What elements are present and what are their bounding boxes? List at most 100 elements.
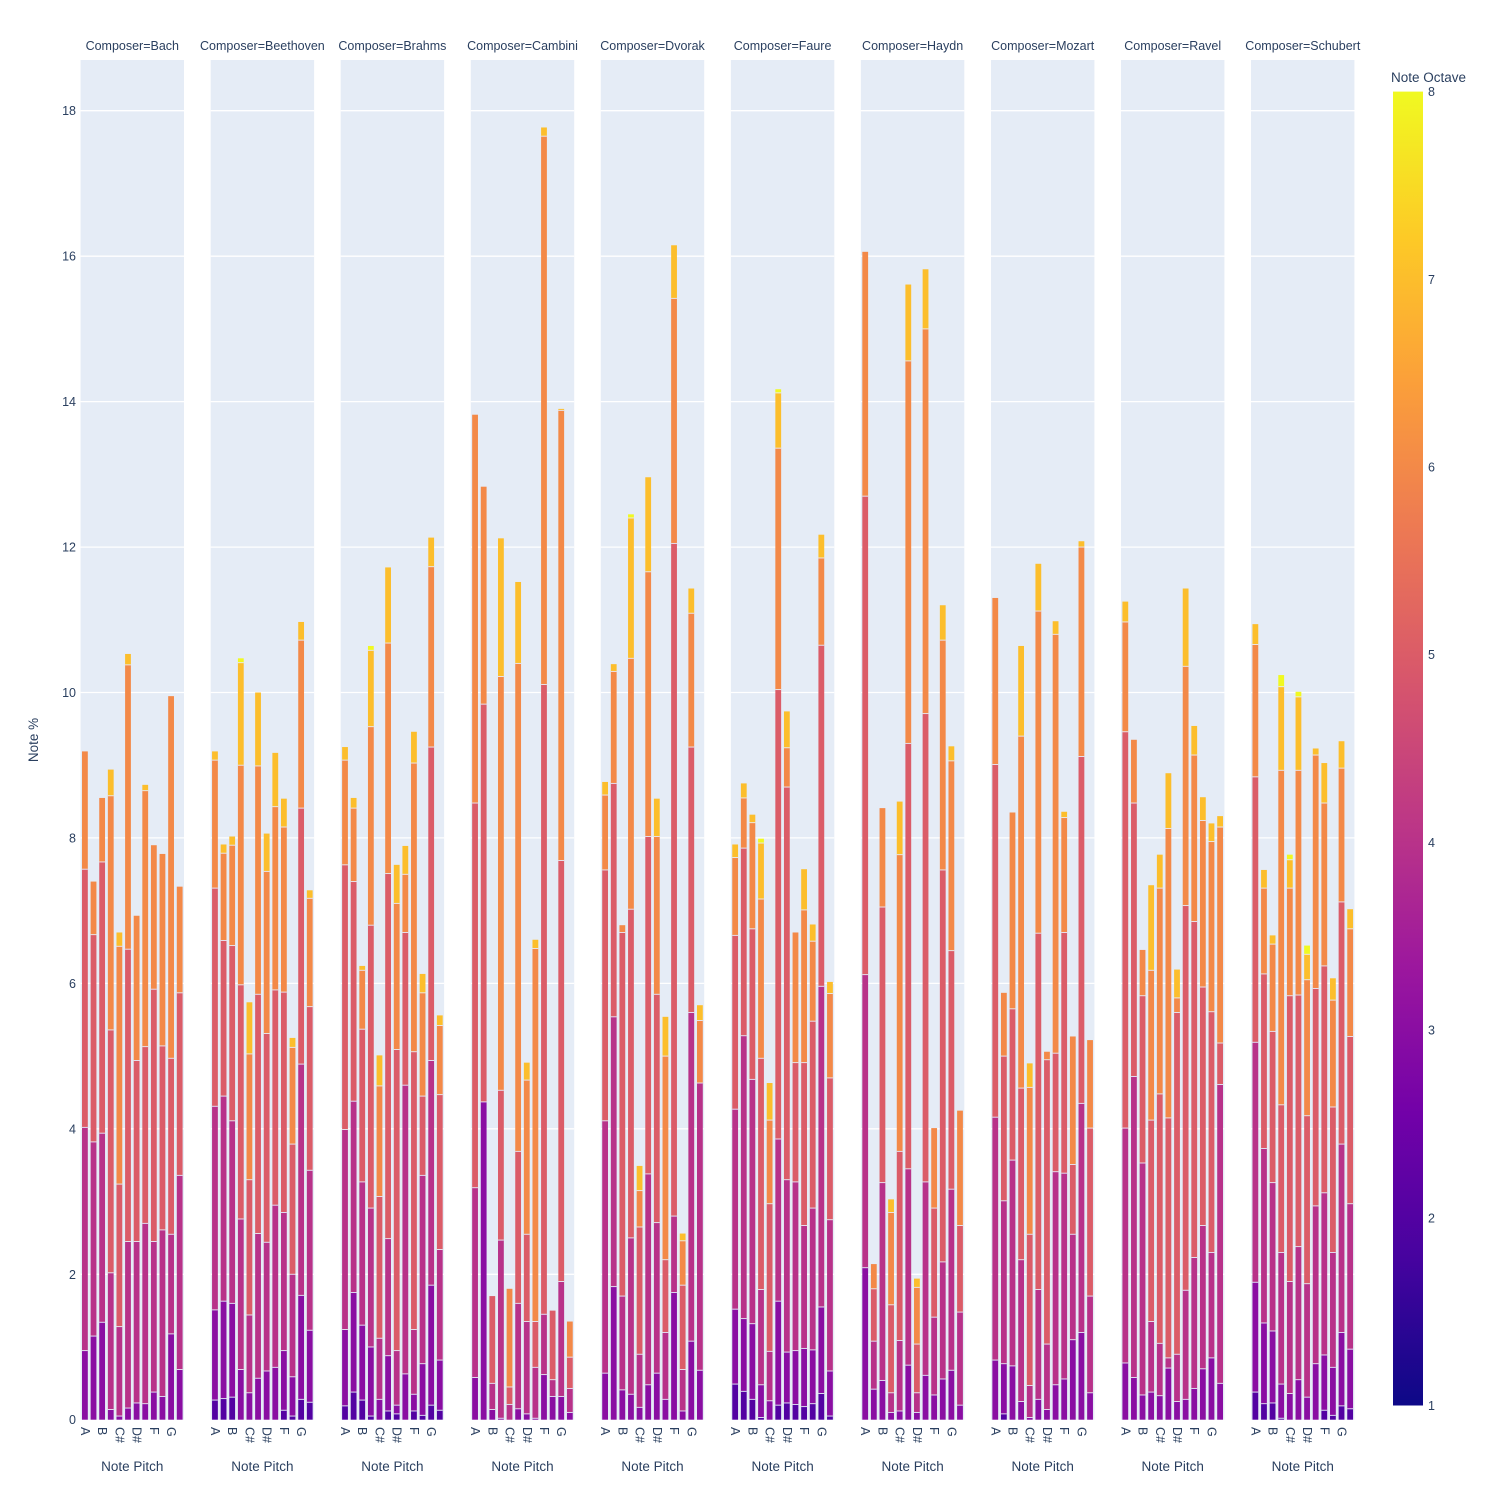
svg-text:5: 5: [1428, 648, 1435, 662]
svg-text:A: A: [1118, 1427, 1132, 1436]
svg-text:G: G: [1335, 1427, 1349, 1437]
svg-text:D#: D#: [780, 1427, 794, 1443]
svg-text:G: G: [1074, 1427, 1088, 1437]
svg-text:8: 8: [69, 831, 76, 845]
svg-text:D#: D#: [1170, 1427, 1184, 1443]
svg-text:4: 4: [69, 1122, 76, 1136]
svg-text:A: A: [78, 1427, 92, 1436]
svg-text:Composer=Haydn: Composer=Haydn: [862, 39, 963, 53]
svg-text:Composer=Beethoven: Composer=Beethoven: [200, 39, 325, 53]
svg-text:2: 2: [69, 1268, 76, 1282]
svg-text:18: 18: [62, 104, 76, 118]
svg-text:B: B: [1136, 1427, 1150, 1435]
svg-text:F: F: [537, 1427, 551, 1435]
svg-text:8: 8: [1428, 85, 1435, 99]
svg-text:F: F: [277, 1427, 291, 1435]
svg-text:14: 14: [62, 395, 76, 409]
svg-text:4: 4: [1428, 836, 1435, 850]
svg-text:Note Pitch: Note Pitch: [1142, 1459, 1204, 1474]
svg-text:A: A: [728, 1427, 742, 1436]
svg-text:3: 3: [1428, 1024, 1435, 1038]
svg-text:Composer=Brahms: Composer=Brahms: [338, 39, 446, 53]
svg-text:B: B: [225, 1427, 239, 1435]
svg-text:B: B: [875, 1427, 889, 1435]
svg-text:A: A: [208, 1427, 222, 1436]
svg-text:A: A: [468, 1427, 482, 1436]
svg-text:G: G: [164, 1427, 178, 1437]
svg-text:C#: C#: [503, 1427, 517, 1443]
svg-text:6: 6: [1428, 461, 1435, 475]
svg-text:D#: D#: [1040, 1427, 1054, 1443]
svg-text:D#: D#: [650, 1427, 664, 1443]
svg-text:F: F: [927, 1427, 941, 1435]
svg-text:F: F: [1317, 1427, 1331, 1435]
svg-text:10: 10: [62, 686, 76, 700]
svg-text:Note %: Note %: [26, 718, 41, 762]
svg-text:Composer=Cambini: Composer=Cambini: [467, 39, 578, 53]
svg-text:G: G: [814, 1427, 828, 1437]
svg-text:F: F: [407, 1427, 421, 1435]
svg-text:G: G: [1205, 1427, 1219, 1437]
svg-text:2: 2: [1428, 1211, 1435, 1225]
svg-text:7: 7: [1428, 273, 1435, 287]
svg-text:A: A: [1248, 1427, 1262, 1436]
svg-text:C#: C#: [1023, 1427, 1037, 1443]
svg-text:C#: C#: [242, 1427, 256, 1443]
svg-text:F: F: [667, 1427, 681, 1435]
svg-text:C#: C#: [763, 1427, 777, 1443]
svg-text:G: G: [944, 1427, 958, 1437]
svg-text:Note Octave: Note Octave: [1391, 70, 1466, 85]
svg-text:12: 12: [62, 541, 76, 555]
svg-text:A: A: [858, 1427, 872, 1436]
svg-text:A: A: [338, 1427, 352, 1436]
svg-text:D#: D#: [260, 1427, 274, 1443]
svg-text:Note Pitch: Note Pitch: [491, 1459, 553, 1474]
svg-text:G: G: [684, 1427, 698, 1437]
svg-text:Note Pitch: Note Pitch: [361, 1459, 423, 1474]
svg-text:C#: C#: [633, 1427, 647, 1443]
svg-text:16: 16: [62, 250, 76, 264]
svg-text:F: F: [147, 1427, 161, 1435]
svg-text:Composer=Mozart: Composer=Mozart: [991, 39, 1095, 53]
svg-text:C#: C#: [1153, 1427, 1167, 1443]
svg-text:Composer=Bach: Composer=Bach: [86, 39, 179, 53]
svg-text:B: B: [1266, 1427, 1280, 1435]
svg-text:B: B: [1006, 1427, 1020, 1435]
svg-text:C#: C#: [373, 1427, 387, 1443]
svg-text:Note Pitch: Note Pitch: [1012, 1459, 1074, 1474]
svg-text:Note Pitch: Note Pitch: [101, 1459, 163, 1474]
svg-text:6: 6: [69, 977, 76, 991]
svg-text:G: G: [424, 1427, 438, 1437]
svg-text:D#: D#: [520, 1427, 534, 1443]
svg-text:0: 0: [69, 1413, 76, 1427]
svg-text:Composer=Ravel: Composer=Ravel: [1124, 39, 1221, 53]
svg-text:Note Pitch: Note Pitch: [881, 1459, 943, 1474]
svg-text:D#: D#: [1300, 1427, 1314, 1443]
svg-text:Composer=Schubert: Composer=Schubert: [1245, 39, 1361, 53]
svg-text:C#: C#: [112, 1427, 126, 1443]
svg-text:G: G: [554, 1427, 568, 1437]
svg-text:F: F: [1057, 1427, 1071, 1435]
svg-text:B: B: [355, 1427, 369, 1435]
svg-text:C#: C#: [893, 1427, 907, 1443]
svg-text:G: G: [294, 1427, 308, 1437]
svg-text:1: 1: [1428, 1399, 1435, 1413]
svg-text:Composer=Dvorak: Composer=Dvorak: [600, 39, 705, 53]
svg-text:B: B: [485, 1427, 499, 1435]
svg-text:Note Pitch: Note Pitch: [751, 1459, 813, 1474]
svg-text:D#: D#: [910, 1427, 924, 1443]
svg-text:B: B: [95, 1427, 109, 1435]
svg-text:B: B: [745, 1427, 759, 1435]
svg-text:D#: D#: [130, 1427, 144, 1443]
svg-text:D#: D#: [390, 1427, 404, 1443]
svg-text:Note Pitch: Note Pitch: [621, 1459, 683, 1474]
svg-text:B: B: [615, 1427, 629, 1435]
svg-text:F: F: [797, 1427, 811, 1435]
svg-text:A: A: [988, 1427, 1002, 1436]
svg-text:Note Pitch: Note Pitch: [1272, 1459, 1334, 1474]
svg-text:F: F: [1187, 1427, 1201, 1435]
svg-text:Composer=Faure: Composer=Faure: [734, 39, 832, 53]
svg-text:Note Pitch: Note Pitch: [231, 1459, 293, 1474]
svg-text:C#: C#: [1283, 1427, 1297, 1443]
svg-text:A: A: [598, 1427, 612, 1436]
